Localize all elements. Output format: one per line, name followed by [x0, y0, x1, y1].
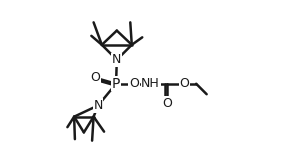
Text: P: P — [112, 77, 120, 91]
Text: N: N — [112, 53, 122, 66]
Text: O: O — [179, 77, 189, 90]
Text: N: N — [93, 99, 103, 112]
Text: O: O — [162, 97, 172, 110]
Text: NH: NH — [141, 77, 160, 90]
Text: O: O — [90, 71, 100, 84]
Text: O: O — [129, 77, 139, 90]
